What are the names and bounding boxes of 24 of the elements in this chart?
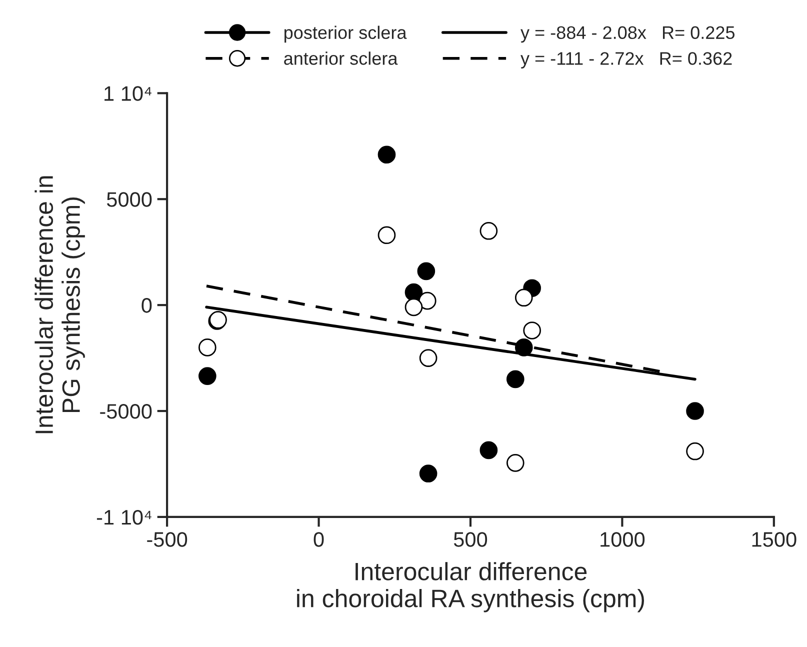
x-tick-label: 0 <box>314 532 324 547</box>
point <box>514 338 533 356</box>
point <box>417 262 436 280</box>
y-tick-label: -1 10⁴ <box>96 510 152 525</box>
point <box>378 146 396 164</box>
y-tick-label: 0 <box>142 298 152 313</box>
legend-label: anterior sclera <box>284 52 398 65</box>
y-tick-label: 1 10⁴ <box>104 86 152 101</box>
y-tick-label: -5000 <box>100 404 152 419</box>
y-tick-label: 5000 <box>106 192 152 207</box>
x-tick-label: 1500 <box>752 532 796 547</box>
point <box>686 402 704 420</box>
x-axis-title: Interocular difference in choroidal RA synthesis (cpm) <box>297 562 644 612</box>
x-tick-label: 500 <box>454 532 488 547</box>
x-tick-label: 1000 <box>600 532 645 547</box>
legend-label: y = -111 - 2.72x R= 0.362 <box>520 52 732 68</box>
y-axis-title: Interocular difference in PG synthesis (cpm) <box>34 176 85 434</box>
point <box>419 464 438 482</box>
x-tick-label: -500 <box>147 532 188 547</box>
point <box>506 370 524 388</box>
point <box>198 367 216 385</box>
point <box>480 441 498 460</box>
legend-label: y = -884 - 2.08x R= 0.225 <box>520 26 735 43</box>
legend-label: posterior sclera <box>284 26 407 43</box>
